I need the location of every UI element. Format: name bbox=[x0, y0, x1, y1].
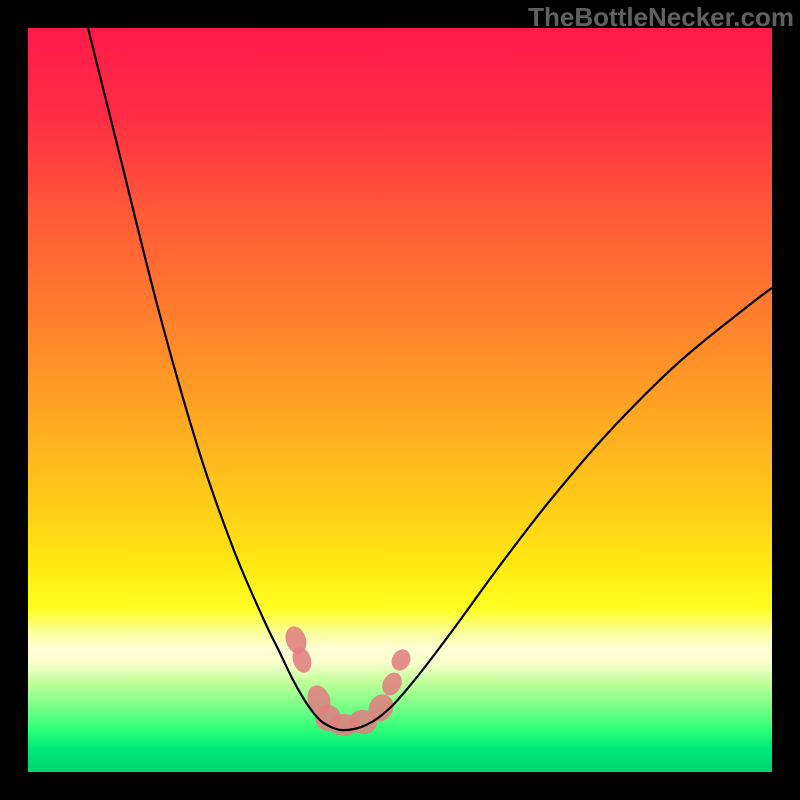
bottleneck-chart bbox=[0, 0, 800, 800]
watermark-text: TheBottleNecker.com bbox=[514, 2, 794, 33]
